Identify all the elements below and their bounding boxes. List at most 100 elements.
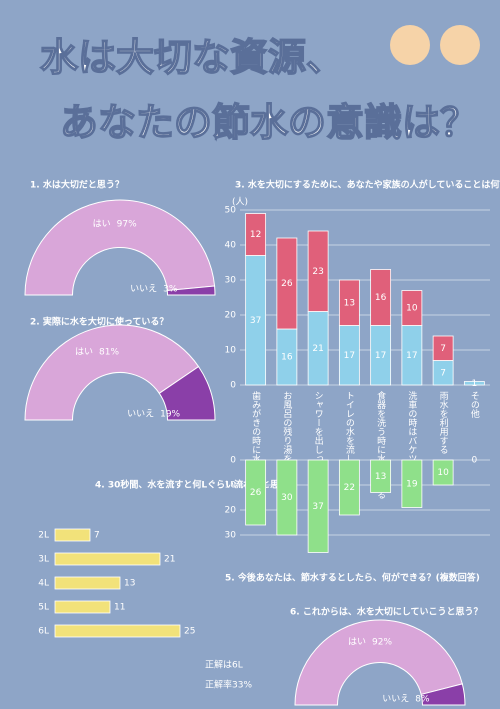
title-line: 水は大切な資源、 (40, 36, 344, 80)
bar (54, 624, 181, 638)
pie-segment (294, 619, 463, 706)
chart-title: 4. 30秒間、水を流すと何Lぐらい流れると思う？ (95, 479, 297, 491)
category-label: いいえ (130, 284, 157, 295)
bar (54, 528, 91, 542)
value-label: 7 (440, 368, 446, 378)
title-line: あなたの節水の意識は？ (60, 101, 478, 145)
bar (401, 290, 423, 326)
bar (276, 237, 298, 330)
value-label: 26 (281, 279, 293, 289)
pie-segment (166, 285, 216, 296)
value-label: 21 (164, 555, 175, 565)
value-label: 8% (415, 695, 430, 705)
value-label: 25 (184, 627, 195, 637)
chart-title: 6. これからは、水を大切にしていこうと思う？ (290, 606, 483, 618)
bar (338, 459, 360, 516)
value-label: 13 (124, 579, 135, 589)
value-label: 7 (94, 531, 100, 541)
value-label: 16 (281, 353, 293, 363)
pie-segment (158, 365, 216, 421)
x-tick-label: その他 (469, 391, 480, 419)
child-icon (390, 25, 430, 65)
value-label: 30 (281, 493, 293, 503)
y-tick-label: 6L (38, 627, 49, 637)
value-label: 7 (440, 344, 446, 354)
x-tick-label: 歯みがきの時に水を止める (250, 390, 261, 499)
value-label: 26 (250, 488, 262, 498)
value-label: 22 (344, 483, 355, 493)
value-label: 23 (312, 267, 323, 277)
x-tick-label: 食器を洗う時に水をためる (375, 390, 386, 499)
bar (463, 381, 485, 386)
bar (54, 552, 161, 566)
y-tick-label: 2L (38, 531, 49, 541)
category-label: はい (75, 346, 93, 357)
value-label: 97% (117, 219, 137, 229)
value-label: 13 (344, 298, 355, 308)
child-icon (440, 25, 480, 65)
bar (307, 230, 329, 312)
category-label: いいえ (382, 694, 409, 705)
bar (54, 600, 111, 614)
chart-title: 2. 実際に水を大切に使っている？ (30, 316, 168, 328)
value-label: 16 (375, 293, 387, 303)
value-label: 92% (372, 637, 392, 647)
value-label: 1 (472, 379, 478, 389)
y-tick-label: 0 (230, 456, 236, 466)
y-tick-label: 30 (225, 276, 237, 286)
y-tick-label: 20 (225, 311, 237, 321)
category-label: はい (348, 636, 366, 647)
bar (54, 576, 121, 590)
pie-segment (420, 683, 466, 706)
category-label: はい (93, 218, 111, 229)
value-label: 21 (312, 344, 323, 354)
value-label: 13 (375, 472, 386, 482)
y-tick-label: 40 (225, 241, 237, 251)
bar (245, 213, 267, 256)
value-label: 12 (250, 230, 261, 240)
y-tick-label: 20 (225, 506, 237, 516)
value-label: 81% (99, 347, 119, 357)
bar (307, 459, 329, 553)
chart-title: 5. 今後あなたは、節水するとしたら、何ができる？(複数回答) (225, 572, 480, 584)
value-label: 11 (114, 603, 125, 613)
x-tick-label: シャワーを出しっぱなしにしない (313, 391, 324, 526)
pie-segment (24, 324, 200, 421)
answer: 正解は6L (205, 659, 243, 671)
value-label: 10 (406, 304, 418, 314)
value-label: 19% (160, 410, 180, 420)
y-tick-label: 50 (225, 206, 237, 216)
bar (338, 279, 360, 326)
y-tick-label: 5L (38, 603, 49, 613)
value-label: 17 (375, 351, 386, 361)
bar (370, 459, 392, 493)
value-label: 3% (163, 285, 178, 295)
value-label: 37 (312, 502, 323, 512)
value-label: 10 (437, 468, 449, 478)
chart-title: 1. 水は大切だと思う？ (30, 179, 124, 191)
value-label: 19 (406, 479, 418, 489)
bar (401, 459, 423, 508)
category-label: いいえ (127, 409, 154, 420)
bar (370, 269, 392, 326)
bar (432, 335, 454, 361)
value-label: 37 (250, 316, 261, 326)
y-tick-label: 10 (225, 481, 237, 491)
chart-title: 3. 水を大切にするために、あなたや家族の人がしていることは何？(複数回答) (235, 179, 500, 191)
y-tick-label: 0 (230, 381, 236, 391)
y-tick-label: 4L (38, 579, 49, 589)
axis-label: (人) (232, 197, 248, 208)
value-label: 17 (406, 351, 417, 361)
value-label: 17 (344, 351, 355, 361)
y-tick-label: 3L (38, 555, 49, 565)
bar (432, 459, 454, 486)
answer: 正解率33% (205, 679, 252, 691)
x-tick-label: 洗車の時はバケツを使う (406, 390, 417, 490)
y-tick-label: 10 (225, 346, 237, 356)
y-tick-label: 30 (225, 531, 237, 541)
x-tick-label: お風呂の残り湯を使う (281, 391, 292, 481)
pie-segment (24, 199, 216, 296)
bar (276, 459, 298, 536)
x-tick-label: 雨水を利用する (438, 391, 449, 454)
